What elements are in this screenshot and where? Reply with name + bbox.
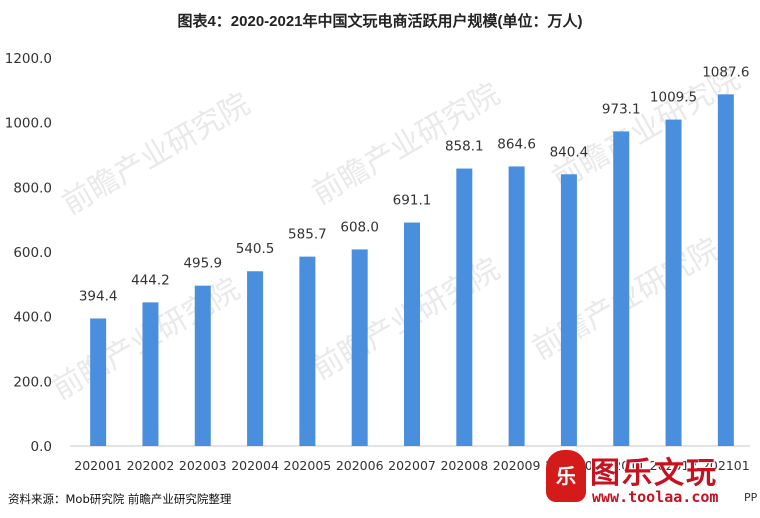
x-tick-label: 202006 [336, 458, 384, 473]
x-tick-label: 202009 [493, 458, 541, 473]
source-note: 资料来源：Mob研究院 前瞻产业研究院整理 [8, 492, 232, 506]
data-label: 1009.5 [650, 90, 697, 106]
data-label: 585.7 [288, 227, 327, 243]
bars [90, 94, 734, 447]
bar [247, 271, 264, 446]
data-label: 444.2 [131, 272, 170, 288]
bar [717, 94, 734, 447]
y-tick-label: 600.0 [13, 245, 52, 261]
bar [560, 174, 577, 446]
y-tick-label: 400.0 [13, 310, 52, 326]
data-label: 691.1 [393, 193, 432, 209]
x-tick-label: 202101 [702, 458, 750, 473]
bar [351, 249, 368, 446]
x-tick-label: 202003 [179, 458, 227, 473]
y-tick-label: 0.0 [31, 439, 52, 455]
bar [194, 285, 211, 446]
data-label: 394.4 [79, 288, 118, 304]
x-tick-label: 202005 [284, 458, 332, 473]
y-tick-label: 1000.0 [5, 116, 52, 132]
bar [508, 166, 525, 447]
x-tick-label: 202008 [440, 458, 488, 473]
trailing-fragment: PP [744, 491, 758, 504]
x-tick-label: 202002 [127, 458, 175, 473]
chart-title: 图表4：2020-2021年中国文玩电商活跃用户规模(单位：万人) [177, 13, 583, 30]
y-tick-label: 800.0 [13, 180, 52, 196]
data-label: 840.4 [550, 144, 589, 160]
data-label: 495.9 [183, 256, 222, 272]
background-watermark-text: 前瞻产业研究院 [57, 87, 256, 222]
data-label: 608.0 [340, 219, 379, 235]
data-label: 858.1 [445, 139, 484, 155]
bar [613, 131, 630, 447]
data-label: 864.6 [497, 136, 536, 152]
x-tick-label: 202007 [388, 458, 436, 473]
y-tick-label: 1200.0 [5, 51, 52, 67]
data-label: 540.5 [236, 241, 275, 257]
x-tick-label: 202004 [231, 458, 279, 473]
y-axis-ticks: 0.0 200.0 400.0 600.0 800.0 1000.0 1200.0 [5, 51, 52, 455]
bar [665, 119, 682, 446]
data-labels: 394.4 444.2 495.9 540.5 585.7 608.0 691.1 858.1… [79, 64, 750, 304]
bar [299, 256, 316, 446]
x-tick-label: 202012 [650, 458, 698, 473]
x-tick-label: 202001 [74, 458, 122, 473]
watermark-brand: 图乐文玩 [590, 456, 718, 491]
watermark-seal: 乐 [546, 450, 586, 502]
bar [90, 318, 107, 446]
bar [142, 302, 159, 446]
watermark-url: www.toolaa.com [592, 488, 719, 506]
bar [404, 222, 420, 446]
x-tick-label: 202011 [597, 458, 645, 473]
bar [456, 168, 473, 446]
x-axis-ticks: 202001 202002 202003 202004 202005 202006 2020… [74, 458, 749, 473]
toolaa-watermark: 乐 图乐文玩 www.toolaa.com [546, 448, 758, 512]
data-label: 1087.6 [702, 64, 749, 80]
data-label: 973.1 [602, 101, 641, 117]
y-tick-label: 200.0 [13, 374, 52, 390]
